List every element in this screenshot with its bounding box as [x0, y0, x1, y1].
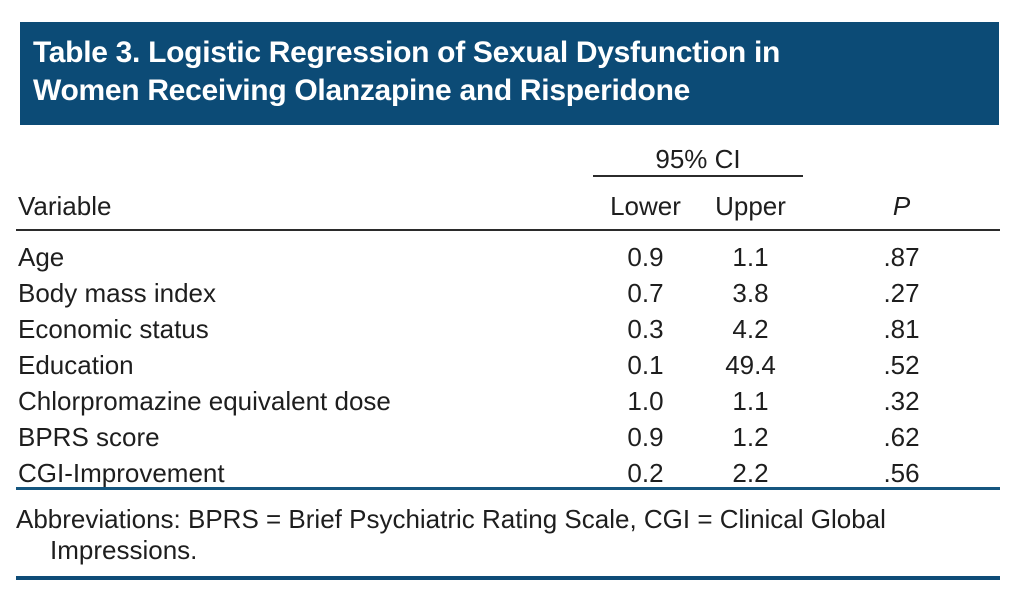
- row-variable: CGI-Improvement: [18, 457, 225, 488]
- table-row: Body mass index 0.7 3.8 .27: [16, 275, 1000, 311]
- row-lower: 0.9: [627, 241, 664, 272]
- row-p: .56: [883, 457, 920, 488]
- spanner-spacer-right: [803, 128, 1000, 176]
- row-lower: 0.3: [627, 313, 664, 344]
- row-upper: 49.4: [725, 349, 776, 380]
- row-lower: 1.0: [627, 385, 664, 416]
- table-row: Chlorpromazine equivalent dose 1.0 1.1 .…: [16, 383, 1000, 419]
- row-p: .62: [883, 421, 920, 452]
- row-upper: 1.1: [732, 385, 769, 416]
- row-variable: Economic status: [18, 313, 209, 344]
- row-p: .32: [883, 385, 920, 416]
- table-title-banner: Table 3. Logistic Regression of Sexual D…: [20, 22, 999, 125]
- row-upper: 3.8: [732, 277, 769, 308]
- row-variable: Body mass index: [18, 277, 216, 308]
- table-row: Economic status 0.3 4.2 .81: [16, 311, 1000, 347]
- figure-bottom-rule: [16, 576, 1000, 580]
- row-lower: 0.7: [627, 277, 664, 308]
- table-row: BPRS score 0.9 1.2 .62: [16, 419, 1000, 455]
- table-title-line2: Women Receiving Olanzapine and Risperido…: [33, 74, 690, 107]
- row-lower: 0.9: [627, 421, 664, 452]
- row-variable: Age: [18, 241, 65, 272]
- row-p: .87: [883, 241, 920, 272]
- row-upper: 1.2: [732, 421, 769, 452]
- col-header-lower: Lower: [593, 176, 698, 231]
- footnote-line1: Abbreviations: BPRS = Brief Psychiatric …: [16, 504, 886, 534]
- col-header-upper: Upper: [698, 176, 804, 231]
- row-upper: 1.1: [732, 241, 769, 272]
- table-row: Age 0.9 1.1 .87: [16, 230, 1000, 275]
- table-bottom-rule: [16, 487, 1000, 490]
- row-p: .81: [883, 313, 920, 344]
- row-lower: 0.2: [627, 457, 664, 488]
- spanner-spacer-left: [16, 128, 593, 176]
- ci-spanner-label: 95% CI: [593, 128, 804, 177]
- table-title-line1: Table 3. Logistic Regression of Sexual D…: [33, 36, 781, 69]
- logistic-regression-table: 95% CI Variable Lower Upper P Age 0.9 1.…: [16, 128, 1001, 491]
- table-row: Education 0.1 49.4 .52: [16, 347, 1000, 383]
- footnote-line2: Impressions.: [50, 535, 198, 565]
- col-header-variable: Variable: [16, 176, 593, 231]
- row-variable: BPRS score: [18, 421, 160, 452]
- table-footnote: Abbreviations: BPRS = Brief Psychiatric …: [16, 504, 1000, 566]
- row-upper: 2.2: [732, 457, 769, 488]
- table-row: CGI-Improvement 0.2 2.2 .56: [16, 455, 1000, 491]
- column-header-row: Variable Lower Upper P: [16, 176, 1001, 231]
- ci-spanner-row: 95% CI: [16, 128, 1000, 177]
- row-variable: Education: [18, 349, 134, 380]
- row-upper: 4.2: [732, 313, 769, 344]
- row-p: .27: [883, 277, 920, 308]
- col-header-p: P: [803, 176, 1001, 231]
- row-p: .52: [883, 349, 920, 380]
- row-variable: Chlorpromazine equivalent dose: [18, 385, 391, 416]
- row-lower: 0.1: [627, 349, 664, 380]
